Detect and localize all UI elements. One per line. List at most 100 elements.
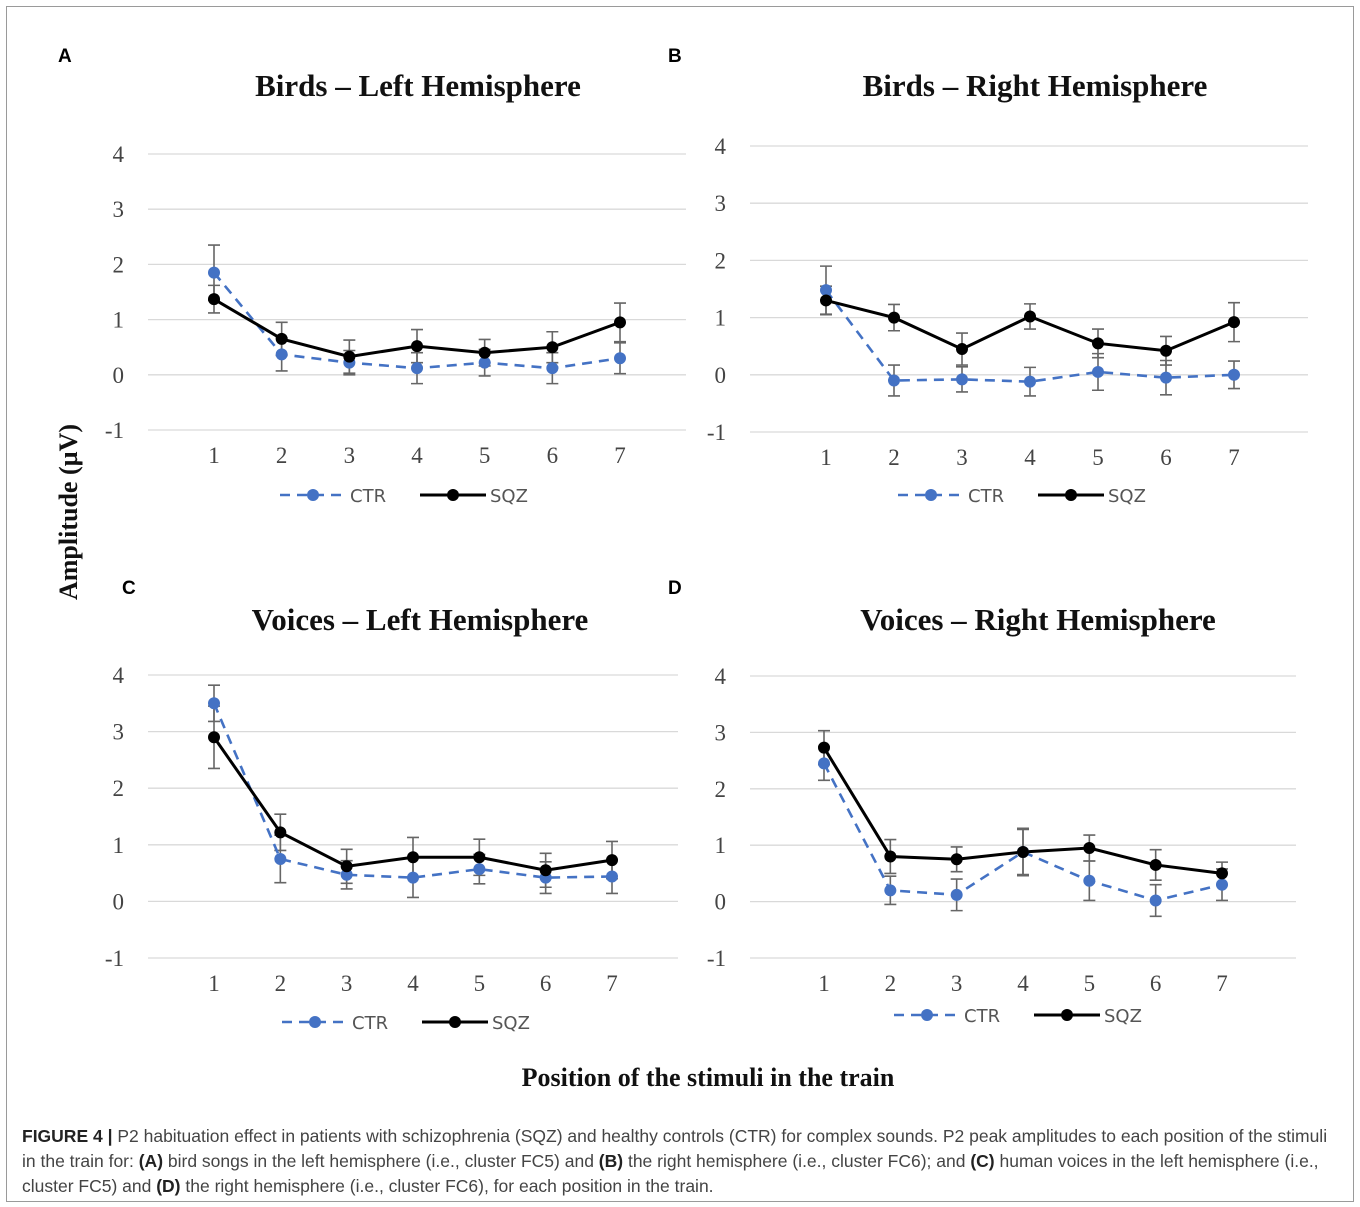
panel-c-sqz-point — [340, 860, 353, 873]
panel-a-letter: A — [58, 46, 72, 67]
panel-c-x-tick-label: 1 — [208, 971, 220, 996]
x-axis-label: Position of the stimuli in the train — [522, 1063, 895, 1092]
panel-c-sqz-point — [606, 854, 618, 867]
panel-d-y-tick-label: 0 — [715, 890, 727, 915]
panel-c-y-tick-label: 3 — [113, 720, 125, 745]
panel-a-ctr-point — [275, 348, 288, 361]
panel-c-legend-sqz-label: SQZ — [492, 1013, 530, 1034]
panel-b-x-tick-label: 1 — [820, 445, 832, 470]
caption-c-text: human voices in the left hemisphere (i.e… — [22, 1151, 1319, 1196]
caption-a-tag: (A) — [138, 1151, 164, 1171]
caption-intro: P2 habituation effect in patients with s… — [22, 1126, 1328, 1171]
panel-b-sqz-point — [1228, 316, 1240, 329]
panel-a-y-tick-label: 3 — [113, 197, 125, 222]
panel-b-y-tick-label: 3 — [715, 191, 727, 216]
panel-b-y-tick-label: 2 — [715, 248, 727, 273]
panel-a-x-tick-label: 5 — [479, 443, 491, 468]
panel-c-ctr-point — [473, 863, 486, 876]
panel-d-x-tick-label: 1 — [818, 971, 830, 996]
panel-c-letter: C — [122, 578, 136, 599]
panel-b-x-tick-label: 5 — [1092, 445, 1104, 470]
panel-d-y-tick-label: 4 — [715, 664, 727, 689]
panel-a-x-tick-label: 3 — [344, 443, 356, 468]
panel-d-x-tick-label: 6 — [1150, 971, 1162, 996]
caption-label: FIGURE 4 | — [22, 1126, 113, 1146]
panel-d-x-tick-label: 3 — [951, 971, 963, 996]
panel-a-legend-sqz-label: SQZ — [490, 486, 528, 507]
panel-c-y-tick-label: 0 — [113, 889, 125, 914]
panel-d-sqz-point — [1216, 867, 1228, 880]
panel-d-legend-sqz-label: SQZ — [1104, 1006, 1142, 1027]
panel-a-sqz-point — [411, 340, 423, 353]
panel-a-y-tick-label: 1 — [113, 308, 125, 333]
panel-b-sqz-point — [956, 343, 968, 356]
panel-b-x-tick-label: 3 — [956, 445, 968, 470]
panel-b-sqz-point — [820, 294, 832, 307]
panel-d-title: Voices – Right Hemisphere — [860, 602, 1216, 637]
panel-c-sqz-point — [539, 864, 552, 877]
panel-a-sqz-point — [546, 341, 559, 354]
panel-c-ctr-point — [340, 868, 353, 881]
panel-c-y-tick-label: 1 — [113, 833, 125, 858]
panel-d-y-tick-label: 2 — [715, 777, 727, 802]
panel-b-ctr-point — [1092, 365, 1104, 378]
panel-c-y-tick-label: 2 — [113, 776, 125, 801]
caption-b-tag: (B) — [598, 1151, 624, 1171]
panel-c-ctr-point — [407, 871, 419, 884]
caption-d-text: the right hemisphere (i.e., cluster FC6)… — [180, 1176, 714, 1196]
panel-b-legend-sqz-marker — [1065, 489, 1077, 501]
panel-a-sqz-point — [275, 332, 288, 345]
panel-b-x-tick-label: 4 — [1024, 445, 1036, 470]
panel-a-x-tick-label: 7 — [614, 443, 626, 468]
panel-a-y-tick-label: 2 — [113, 252, 125, 277]
panel-b-ctr-point — [888, 374, 900, 387]
panel-d-ctr-point — [818, 757, 830, 770]
panel-c-y-tick-label: -1 — [105, 946, 124, 971]
panel-a-legend-ctr-marker — [307, 489, 319, 501]
panel-c-x-tick-label: 2 — [275, 971, 287, 996]
panel-d-legend-ctr-marker — [921, 1009, 933, 1021]
panel-d-sqz-point — [818, 741, 830, 754]
panel-b-x-tick-label: 2 — [888, 445, 900, 470]
panel-c-sqz-point — [407, 851, 419, 864]
figure-plots: Amplitude (µV) Position of the stimuli i… — [54, 46, 1308, 1092]
panel-a-y-tick-label: 0 — [113, 363, 125, 388]
panel-a-ctr-point — [546, 362, 559, 375]
panel-d-sqz-point — [1083, 842, 1096, 855]
panel-d-letter: D — [668, 578, 682, 599]
panel-a-x-tick-label: 4 — [411, 443, 423, 468]
panel-c-x-tick-label: 7 — [606, 971, 618, 996]
panel-a-sqz-point — [208, 293, 220, 306]
panel-b-letter: B — [668, 46, 682, 67]
panel-c-sqz-point — [473, 851, 486, 864]
panel-b-legend-ctr-label: CTR — [968, 486, 1004, 507]
panel-b-sqz-point — [1092, 337, 1104, 350]
panel-b-legend-ctr-marker — [925, 489, 937, 501]
panel-a-sqz-point — [343, 350, 356, 363]
panel-d-ctr-point — [1216, 878, 1228, 891]
panel-b-x-tick-label: 6 — [1160, 445, 1172, 470]
panel-d-y-tick-label: -1 — [707, 946, 726, 971]
panel-d-ctr-point — [950, 888, 963, 901]
panel-d-x-tick-label: 2 — [885, 971, 897, 996]
caption-a-text: bird songs in the left hemisphere (i.e.,… — [163, 1151, 599, 1171]
panel-c-ctr-point — [274, 852, 287, 865]
panel-a-sqz-point — [614, 316, 626, 329]
panel-d-x-tick-label: 7 — [1216, 971, 1228, 996]
panel-c-sqz-point — [274, 826, 287, 839]
panel-c-title: Voices – Left Hemisphere — [252, 602, 589, 637]
panel-d-x-tick-label: 5 — [1084, 971, 1096, 996]
panel-c-ctr-point — [606, 870, 618, 883]
panel-d-sqz-point — [1149, 858, 1162, 871]
panel-c-ctr-point — [208, 697, 220, 710]
panel-b-legend-sqz-label: SQZ — [1108, 486, 1146, 507]
panel-d-sqz-point — [950, 853, 963, 866]
panel-c-y-tick-label: 4 — [113, 663, 125, 688]
panel-a-y-tick-label: 4 — [113, 142, 125, 167]
panel-d-y-tick-label: 1 — [715, 833, 727, 858]
panel-b-sqz-point — [1160, 344, 1172, 357]
panel-b-ctr-point — [1228, 368, 1240, 381]
figure-caption: FIGURE 4 | P2 habituation effect in pati… — [22, 1124, 1332, 1199]
panel-d-sqz-point — [884, 850, 897, 863]
panel-c-legend-ctr-label: CTR — [352, 1013, 388, 1034]
